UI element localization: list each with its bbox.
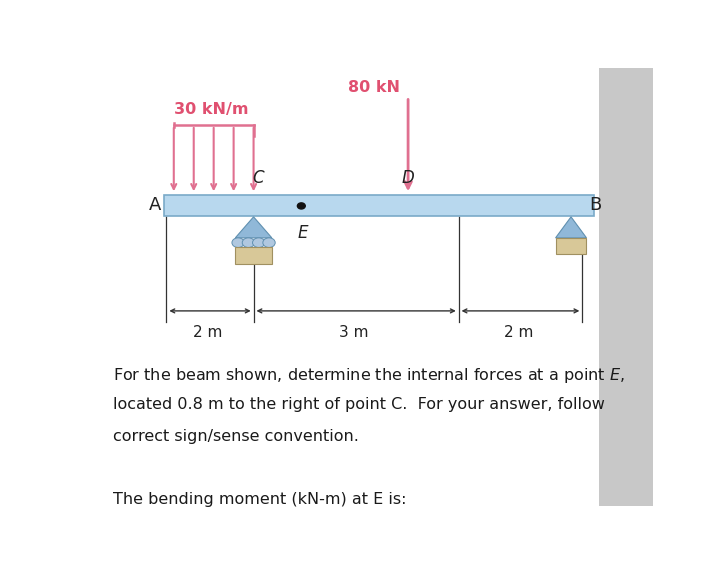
Text: C: C [252, 169, 264, 187]
Text: A: A [149, 195, 162, 214]
Text: 3 m: 3 m [339, 325, 368, 340]
Circle shape [252, 238, 265, 248]
Text: The bending moment (kN-m) at E is:: The bending moment (kN-m) at E is: [113, 491, 407, 507]
Circle shape [297, 203, 305, 209]
Text: E: E [298, 224, 308, 243]
Text: 2 m: 2 m [193, 325, 222, 340]
Polygon shape [236, 217, 272, 238]
Text: correct sign/sense convention.: correct sign/sense convention. [113, 428, 359, 444]
Circle shape [242, 238, 254, 248]
Text: 30 kN/m: 30 kN/m [174, 102, 248, 117]
Text: B: B [589, 195, 601, 214]
Circle shape [263, 238, 276, 248]
Bar [599, 68, 653, 506]
Circle shape [232, 238, 244, 248]
Bar [555, 238, 587, 254]
Text: 80 kN: 80 kN [349, 80, 400, 95]
Bar [236, 248, 272, 264]
Polygon shape [555, 217, 587, 238]
Text: D: D [402, 169, 415, 187]
Text: For the beam shown, determine the internal forces at a point $E$,: For the beam shown, determine the intern… [113, 366, 625, 385]
Bar [164, 195, 594, 216]
Text: located 0.8 m to the right of point C.  For your answer, follow: located 0.8 m to the right of point C. F… [113, 397, 605, 412]
Text: 2 m: 2 m [504, 325, 534, 340]
